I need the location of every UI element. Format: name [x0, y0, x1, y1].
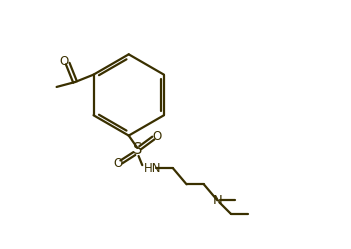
Text: N: N — [213, 194, 223, 207]
Text: O: O — [152, 129, 161, 143]
Text: S: S — [133, 142, 142, 157]
Text: O: O — [60, 55, 69, 68]
Text: HN: HN — [144, 162, 161, 175]
Text: O: O — [113, 157, 123, 170]
